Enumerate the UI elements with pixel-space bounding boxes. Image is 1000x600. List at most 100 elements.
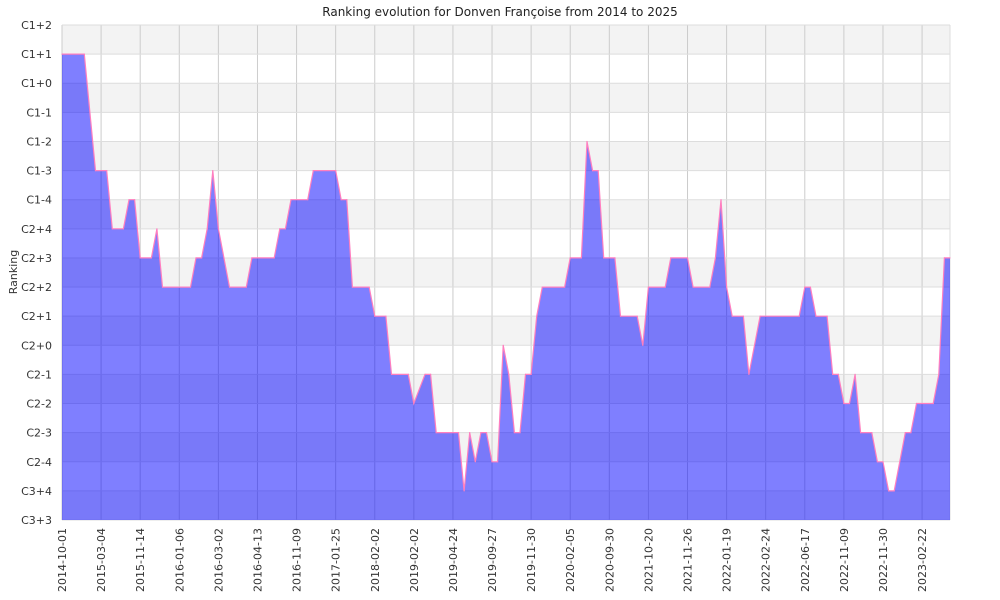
data-point bbox=[273, 257, 275, 259]
data-point bbox=[335, 169, 337, 172]
data-point bbox=[938, 373, 940, 376]
data-point bbox=[815, 315, 817, 317]
data-point bbox=[497, 461, 499, 463]
data-point bbox=[524, 373, 527, 376]
grid-band bbox=[62, 228, 950, 258]
data-point bbox=[435, 432, 437, 434]
data-point bbox=[647, 286, 650, 288]
y-tick-label: C2-4 bbox=[26, 456, 52, 469]
x-tick-label: 2016-04-13 bbox=[251, 528, 264, 592]
data-point bbox=[156, 228, 158, 230]
y-tick-label: C3+4 bbox=[21, 485, 52, 498]
data-point bbox=[385, 315, 387, 317]
data-point bbox=[826, 315, 828, 317]
data-point bbox=[686, 257, 689, 259]
data-point bbox=[351, 286, 354, 288]
data-point bbox=[530, 373, 532, 376]
x-tick-label: 2015-03-04 bbox=[95, 528, 108, 592]
data-point bbox=[312, 169, 314, 172]
data-point bbox=[111, 228, 113, 230]
data-point bbox=[228, 286, 231, 288]
data-point bbox=[804, 286, 806, 288]
x-tick-label: 2015-11-14 bbox=[134, 528, 147, 592]
y-tick-label: C1-1 bbox=[26, 106, 52, 119]
x-tick-label: 2016-11-09 bbox=[291, 528, 304, 592]
ranking-area bbox=[62, 54, 950, 520]
x-tick-label: 2017-01-25 bbox=[330, 528, 343, 592]
data-point bbox=[759, 315, 761, 317]
data-point bbox=[463, 490, 465, 492]
data-point bbox=[910, 432, 912, 434]
data-point bbox=[893, 490, 895, 492]
data-point bbox=[854, 373, 856, 376]
data-point bbox=[692, 286, 694, 288]
data-point bbox=[742, 315, 744, 317]
y-tick-label: C3+3 bbox=[21, 514, 52, 527]
data-point bbox=[407, 373, 409, 376]
y-tick-label: C1+0 bbox=[21, 77, 52, 90]
data-point bbox=[887, 490, 890, 492]
data-point bbox=[106, 169, 108, 172]
data-point bbox=[346, 199, 348, 201]
data-point bbox=[949, 257, 951, 259]
x-tick-label: 2016-03-02 bbox=[212, 528, 225, 592]
data-point bbox=[212, 169, 214, 172]
y-tick-label: C2-3 bbox=[26, 427, 52, 440]
data-point bbox=[94, 169, 97, 172]
data-point bbox=[642, 344, 644, 346]
data-point bbox=[390, 373, 393, 376]
data-point bbox=[374, 315, 376, 317]
data-point bbox=[876, 461, 878, 463]
data-point bbox=[541, 286, 543, 288]
data-point bbox=[508, 373, 510, 376]
x-tick-label: 2020-09-30 bbox=[603, 528, 616, 592]
data-point bbox=[307, 199, 309, 201]
y-tick-label: C2-1 bbox=[26, 368, 52, 381]
x-tick-label: 2019-04-24 bbox=[447, 528, 460, 592]
y-axis-label: Ranking bbox=[7, 250, 20, 295]
data-point bbox=[469, 432, 471, 434]
x-tick-label: 2014-10-01 bbox=[56, 528, 69, 592]
data-point bbox=[206, 228, 208, 230]
grid-band bbox=[62, 112, 950, 142]
x-tick-label: 2019-09-27 bbox=[486, 528, 499, 592]
x-tick-label: 2022-06-17 bbox=[799, 528, 812, 592]
grid-band bbox=[62, 141, 950, 171]
data-point bbox=[83, 53, 85, 55]
data-point bbox=[848, 402, 851, 405]
data-point bbox=[619, 315, 622, 317]
data-point bbox=[368, 286, 370, 288]
data-point bbox=[591, 169, 594, 172]
data-point bbox=[720, 199, 722, 201]
data-point bbox=[134, 199, 136, 201]
data-point bbox=[932, 402, 934, 405]
data-point bbox=[245, 286, 247, 288]
data-point bbox=[474, 461, 476, 463]
grid-band bbox=[62, 170, 950, 200]
data-point bbox=[636, 315, 638, 317]
data-point bbox=[603, 257, 605, 259]
data-point bbox=[832, 373, 834, 376]
data-point bbox=[809, 286, 811, 288]
y-tick-label: C2+3 bbox=[21, 252, 52, 265]
data-point bbox=[726, 286, 728, 288]
grid-band bbox=[62, 25, 950, 55]
grid-band bbox=[62, 83, 950, 113]
data-point bbox=[485, 432, 488, 434]
data-point bbox=[424, 373, 426, 376]
data-point bbox=[491, 461, 493, 463]
data-point bbox=[748, 373, 750, 376]
y-tick-label: C2+4 bbox=[21, 223, 52, 236]
chart-title: Ranking evolution for Donven Françoise f… bbox=[322, 5, 677, 19]
data-point bbox=[731, 315, 733, 317]
x-tick-label: 2022-01-19 bbox=[721, 528, 734, 592]
y-tick-label: C2+2 bbox=[21, 281, 52, 294]
data-point bbox=[519, 432, 521, 434]
data-point bbox=[798, 315, 800, 317]
data-point bbox=[340, 199, 342, 201]
data-point bbox=[430, 373, 432, 376]
x-tick-label: 2020-02-05 bbox=[564, 528, 577, 592]
data-point bbox=[569, 257, 571, 259]
data-point bbox=[251, 257, 253, 259]
